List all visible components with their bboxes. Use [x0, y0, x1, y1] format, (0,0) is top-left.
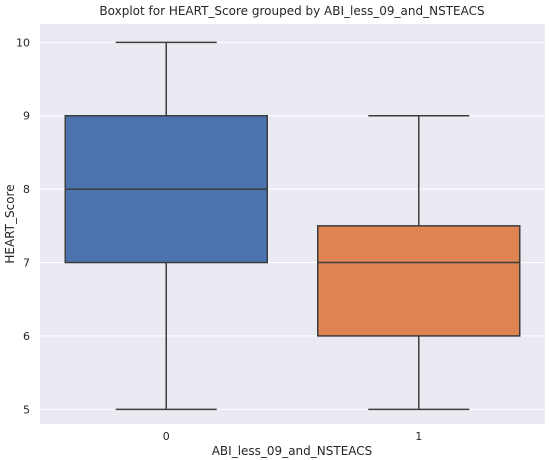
y-axis-label: HEART_Score: [3, 184, 17, 263]
chart-title: Boxplot for HEART_Score grouped by ABI_l…: [99, 4, 484, 18]
y-tick-label: 6: [23, 330, 30, 343]
y-tick-label: 7: [23, 257, 30, 270]
y-tick-label: 8: [23, 183, 30, 196]
x-tick-label: 1: [415, 430, 422, 443]
y-tick-label: 9: [23, 110, 30, 123]
box-group: [317, 114, 521, 411]
x-tick-label: 0: [163, 430, 170, 443]
y-tick-label: 10: [16, 36, 30, 49]
box-group: [64, 41, 268, 411]
y-tick-label: 5: [23, 403, 30, 416]
boxes: [64, 41, 521, 411]
x-axis-label: ABI_less_09_and_NSTEACS: [212, 444, 373, 458]
y-axis-ticks: 5 6 7 8 9 10: [16, 36, 30, 416]
box: [317, 225, 521, 337]
